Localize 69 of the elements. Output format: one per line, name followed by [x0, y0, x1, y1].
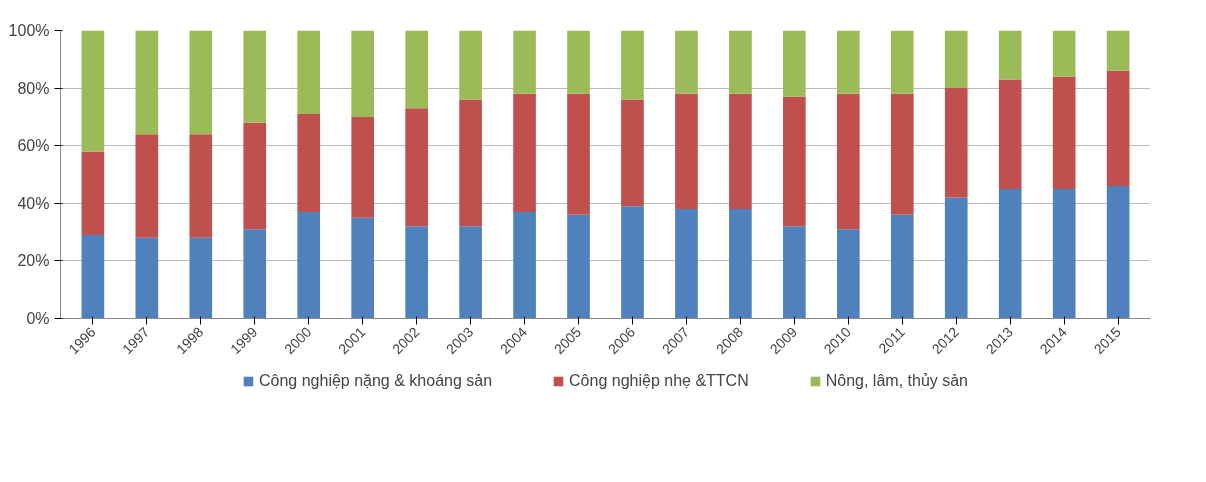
bar	[405, 108, 428, 227]
bar	[783, 30, 806, 97]
bar	[189, 134, 213, 238]
bar	[675, 209, 698, 319]
bar	[621, 30, 644, 100]
bar	[1106, 186, 1130, 319]
y-tick-label: 0%	[26, 310, 50, 327]
y-tick-label: 20%	[17, 252, 50, 270]
bar	[297, 211, 321, 319]
bar	[459, 226, 482, 319]
y-tick-label: 80%	[17, 79, 50, 97]
bar	[81, 234, 105, 319]
bar	[567, 30, 590, 94]
bar	[729, 93, 752, 210]
bar	[675, 30, 698, 94]
bar	[81, 151, 105, 235]
bar	[243, 229, 267, 319]
bar	[297, 114, 321, 212]
legend-label: Nông, lâm, thủy sản	[825, 372, 969, 390]
bar	[513, 211, 536, 319]
bar	[944, 197, 968, 319]
bar	[189, 30, 213, 135]
bar	[351, 30, 375, 117]
y-tick-label: 40%	[17, 194, 50, 212]
bar	[836, 229, 860, 319]
bar	[783, 96, 806, 227]
bar	[351, 116, 375, 218]
legend-label: Công nghiệp nhẹ &TTCN	[569, 372, 749, 390]
bar	[1106, 70, 1130, 187]
y-tick-label: 100%	[8, 22, 50, 39]
bar	[836, 30, 860, 94]
bar	[459, 30, 482, 100]
bar	[135, 237, 159, 319]
bar	[513, 30, 536, 94]
bar	[890, 214, 914, 319]
bar	[729, 30, 752, 94]
bar	[783, 226, 806, 319]
bar	[243, 122, 267, 230]
bar	[81, 30, 105, 152]
bar	[998, 30, 1022, 80]
bar	[729, 209, 752, 319]
legend-label: Công nghiệp nặng & khoáng sản	[258, 372, 493, 390]
bar	[405, 226, 428, 319]
bar	[135, 134, 159, 238]
bar	[243, 30, 267, 123]
bar	[998, 188, 1022, 319]
bar	[351, 217, 375, 319]
bar	[567, 214, 590, 319]
bar	[890, 93, 914, 215]
bar	[135, 30, 159, 135]
bar	[189, 237, 213, 319]
bar	[836, 93, 860, 230]
bar	[1052, 188, 1076, 319]
bar	[621, 206, 644, 319]
bar	[998, 79, 1022, 189]
y-tick-label: 60%	[17, 137, 50, 155]
bar	[405, 30, 428, 109]
bar	[944, 30, 968, 89]
bar	[297, 30, 321, 115]
bar	[890, 30, 914, 94]
bar	[675, 93, 698, 210]
bar	[1106, 30, 1130, 71]
bar	[1052, 30, 1076, 77]
bar	[567, 93, 590, 215]
bar	[944, 88, 968, 198]
bar	[621, 99, 644, 207]
bar	[513, 93, 536, 212]
bar	[1052, 76, 1076, 189]
bar	[459, 99, 482, 227]
